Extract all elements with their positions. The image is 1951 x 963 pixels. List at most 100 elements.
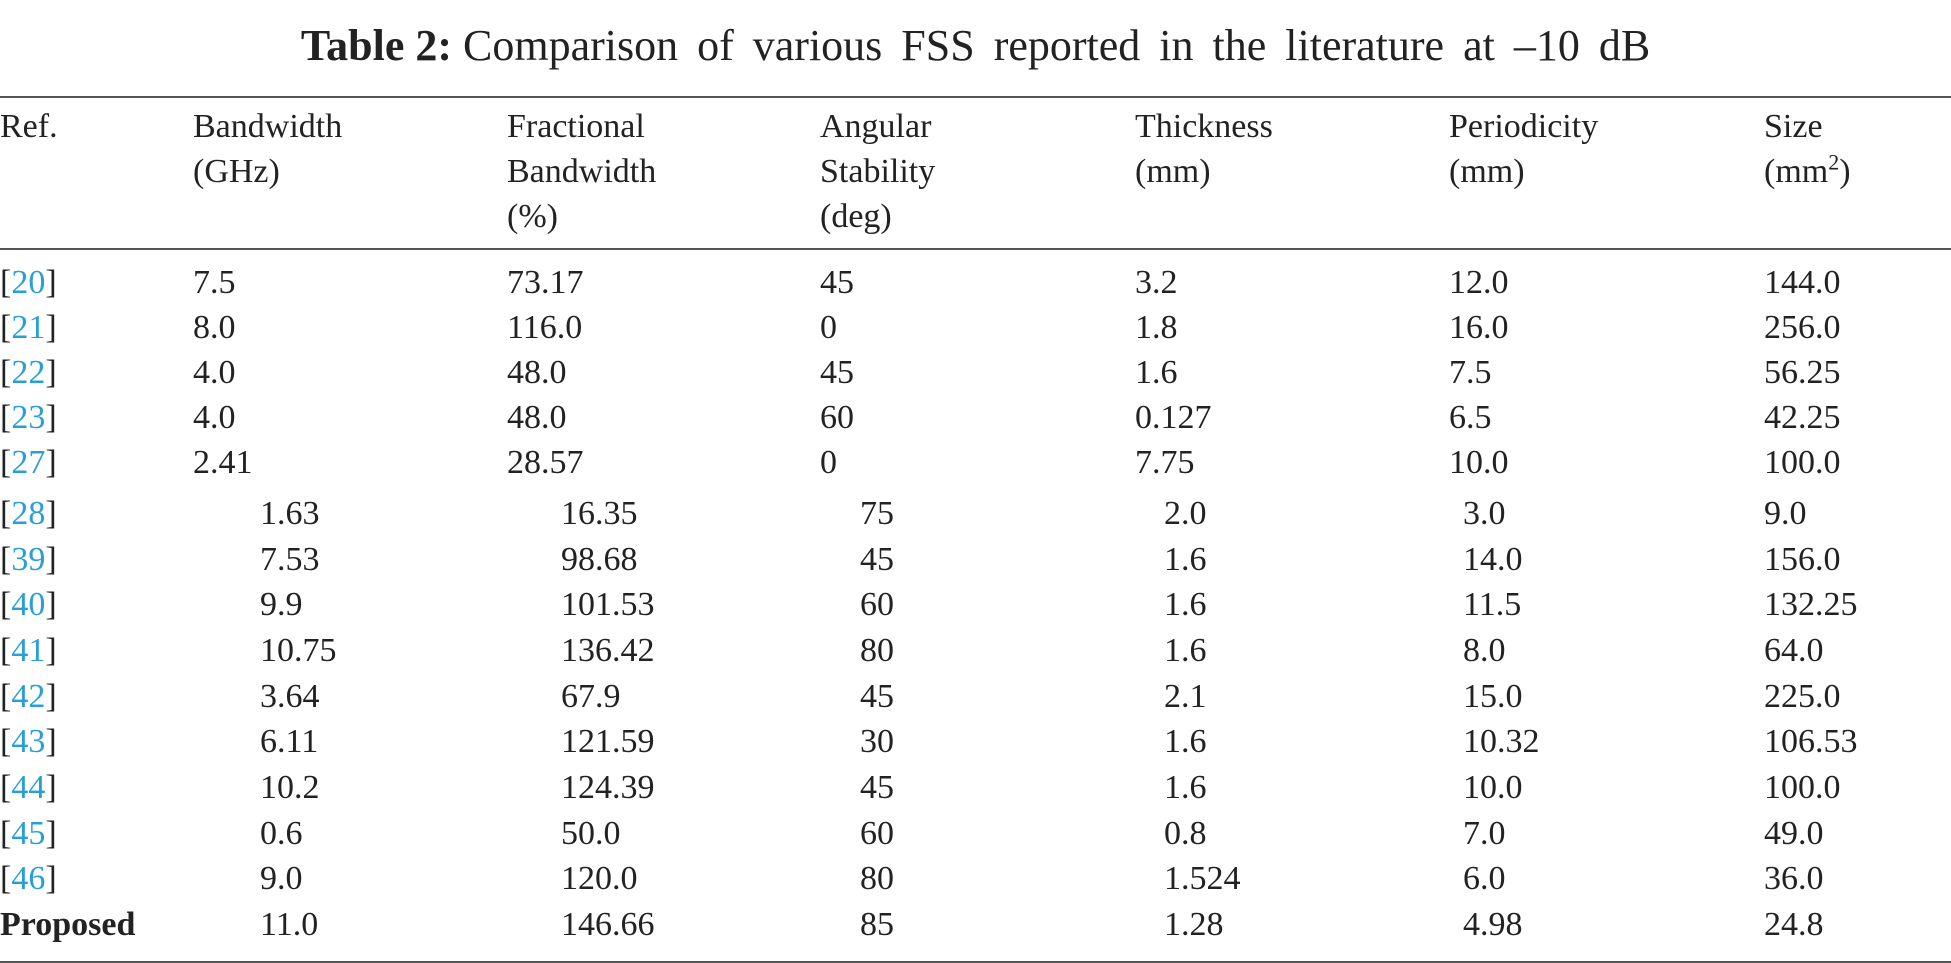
ref-cell: [21] <box>0 309 57 346</box>
thickness-cell: 1.6 <box>1164 769 1207 806</box>
thickness-cell: 1.6 <box>1164 541 1207 578</box>
angular-stability-cell: 45 <box>860 541 894 578</box>
angular-stability-cell: 45 <box>820 264 854 301</box>
size-cell: 64.0 <box>1764 632 1824 669</box>
size-cell: 100.0 <box>1764 444 1841 481</box>
fractional-bandwidth-cell: 124.39 <box>561 769 655 806</box>
angular-stability-cell: 0 <box>820 444 837 481</box>
angular-stability-cell: 45 <box>860 678 894 715</box>
size-cell: 100.0 <box>1764 769 1841 806</box>
periodicity-cell: 7.5 <box>1449 354 1492 391</box>
reference-link[interactable]: 22 <box>11 354 46 391</box>
ref-cell: [46] <box>0 860 57 897</box>
bandwidth-cell: 7.53 <box>260 541 320 578</box>
size-cell: 106.53 <box>1764 723 1858 760</box>
header-size-superscript: 2 <box>1828 149 1840 175</box>
thickness-cell: 1.6 <box>1164 586 1207 623</box>
header-angular-stability: Angular Stability (deg) <box>820 108 936 235</box>
table-row: Proposed 11.0 146.66 85 1.28 4.98 24.8 <box>0 902 1951 947</box>
size-cell: 132.25 <box>1764 586 1858 623</box>
reference-link[interactable]: 27 <box>11 444 46 481</box>
table-row: [45] 0.6 50.0 60 0.8 7.0 49.0 <box>0 811 1951 856</box>
size-cell: 49.0 <box>1764 815 1824 852</box>
bandwidth-cell: 10.75 <box>260 632 337 669</box>
ref-cell: [20] <box>0 264 57 301</box>
table-row: [20] 7.5 73.17 45 3.2 12.0 144.0 <box>0 260 1951 305</box>
ref-cell: Proposed <box>0 906 136 943</box>
bandwidth-cell: 4.0 <box>193 354 236 391</box>
periodicity-cell: 15.0 <box>1463 678 1523 715</box>
bandwidth-cell: 10.2 <box>260 769 320 806</box>
size-cell: 144.0 <box>1764 264 1841 301</box>
ref-cell: [22] <box>0 354 57 391</box>
table-row: [23] 4.0 48.0 60 0.127 6.5 42.25 <box>0 395 1951 440</box>
ref-cell: [40] <box>0 586 57 623</box>
reference-link[interactable]: 20 <box>11 264 46 301</box>
periodicity-cell: 10.0 <box>1449 444 1509 481</box>
table-header-row: Ref. Bandwidth (GHz) Fractional Bandwidt… <box>0 104 1951 244</box>
header-ref: Ref. <box>0 108 58 145</box>
thickness-cell: 7.75 <box>1135 444 1195 481</box>
thickness-cell: 1.6 <box>1164 723 1207 760</box>
table-row: [22] 4.0 48.0 45 1.6 7.5 56.25 <box>0 350 1951 395</box>
reference-link[interactable]: 44 <box>11 769 46 806</box>
reference-link[interactable]: 39 <box>11 541 46 578</box>
header-thickness: Thickness (mm) <box>1135 108 1273 190</box>
reference-link[interactable]: 41 <box>11 632 46 669</box>
header-size-close: ) <box>1839 153 1851 190</box>
thickness-cell: 3.2 <box>1135 264 1178 301</box>
bandwidth-cell: 2.41 <box>193 444 253 481</box>
reference-link[interactable]: 23 <box>11 399 46 436</box>
periodicity-cell: 6.5 <box>1449 399 1492 436</box>
fractional-bandwidth-cell: 16.35 <box>561 495 638 532</box>
size-cell: 9.0 <box>1764 495 1807 532</box>
fractional-bandwidth-cell: 73.17 <box>507 264 584 301</box>
bandwidth-cell: 4.0 <box>193 399 236 436</box>
table-row: [43] 6.11 121.59 30 1.6 10.32 106.53 <box>0 719 1951 764</box>
header-fractional-bandwidth: Fractional Bandwidth (%) <box>507 108 657 235</box>
fractional-bandwidth-cell: 120.0 <box>561 860 638 897</box>
reference-link[interactable]: 46 <box>11 860 46 897</box>
bandwidth-cell: 3.64 <box>260 678 320 715</box>
thickness-cell: 0.8 <box>1164 815 1207 852</box>
reference-link[interactable]: 45 <box>11 815 46 852</box>
angular-stability-cell: 60 <box>860 586 894 623</box>
reference-link[interactable]: 43 <box>11 723 46 760</box>
reference-link[interactable]: 21 <box>11 309 46 346</box>
ref-cell: [27] <box>0 444 57 481</box>
fractional-bandwidth-cell: 28.57 <box>507 444 584 481</box>
size-cell: 256.0 <box>1764 309 1841 346</box>
ref-cell: [44] <box>0 769 57 806</box>
header-size-text: Size (mm <box>1764 108 1829 190</box>
table-row: [41] 10.75 136.42 80 1.6 8.0 64.0 <box>0 628 1951 673</box>
angular-stability-cell: 80 <box>860 632 894 669</box>
reference-link[interactable]: 42 <box>11 678 46 715</box>
thickness-cell: 0.127 <box>1135 399 1212 436</box>
angular-stability-cell: 85 <box>860 906 894 943</box>
table-caption-text: Comparison of various FSS reported in th… <box>463 21 1651 70</box>
table-row: [46] 9.0 120.0 80 1.524 6.0 36.0 <box>0 856 1951 901</box>
angular-stability-cell: 60 <box>860 815 894 852</box>
ref-cell: [41] <box>0 632 57 669</box>
fractional-bandwidth-cell: 48.0 <box>507 354 567 391</box>
size-cell: 42.25 <box>1764 399 1841 436</box>
angular-stability-cell: 80 <box>860 860 894 897</box>
table-row: [21] 8.0 116.0 0 1.8 16.0 256.0 <box>0 305 1951 350</box>
fractional-bandwidth-cell: 48.0 <box>507 399 567 436</box>
table-row: [39] 7.53 98.68 45 1.6 14.0 156.0 <box>0 537 1951 582</box>
table-row: [40] 9.9 101.53 60 1.6 11.5 132.25 <box>0 582 1951 627</box>
bandwidth-cell: 9.0 <box>260 860 303 897</box>
bandwidth-cell: 11.0 <box>260 906 319 943</box>
reference-link[interactable]: 40 <box>11 586 46 623</box>
periodicity-cell: 3.0 <box>1463 495 1506 532</box>
thickness-cell: 1.6 <box>1164 632 1207 669</box>
ref-cell: [39] <box>0 541 57 578</box>
periodicity-cell: 4.98 <box>1463 906 1523 943</box>
fractional-bandwidth-cell: 136.42 <box>561 632 655 669</box>
bandwidth-cell: 1.63 <box>260 495 320 532</box>
ref-cell: [45] <box>0 815 57 852</box>
fractional-bandwidth-cell: 146.66 <box>561 906 655 943</box>
reference-link[interactable]: 28 <box>11 495 46 532</box>
table-row: [28] 1.63 16.35 75 2.0 3.0 9.0 <box>0 491 1951 536</box>
periodicity-cell: 12.0 <box>1449 264 1509 301</box>
